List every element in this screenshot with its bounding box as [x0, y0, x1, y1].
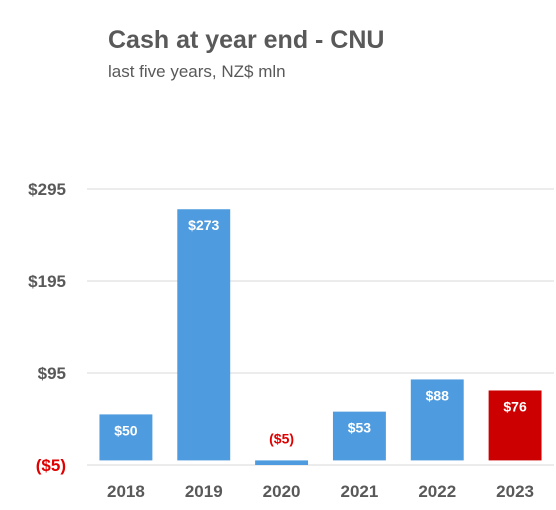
y-tick-label: $95	[38, 364, 66, 383]
data-label: $88	[426, 387, 450, 403]
bar-2020	[255, 460, 309, 465]
chart-subtitle: last five years, NZ$ mln	[108, 62, 286, 81]
y-tick-label: ($5)	[36, 456, 66, 475]
data-label: $76	[503, 398, 527, 414]
data-label: $50	[114, 422, 138, 438]
chart-title: Cash at year end - CNU	[108, 26, 385, 54]
x-tick-label: 2018	[107, 482, 145, 501]
x-tick-label: 2020	[263, 482, 301, 501]
x-tick-label: 2021	[341, 482, 379, 501]
bar-2018	[99, 414, 153, 461]
data-label: ($5)	[269, 430, 294, 446]
x-tick-label: 2022	[418, 482, 456, 501]
bar-2021	[332, 411, 386, 461]
bar-2019	[177, 209, 231, 461]
y-tick-label: $195	[28, 272, 66, 291]
data-label: $273	[188, 217, 219, 233]
x-tick-label: 2019	[185, 482, 223, 501]
bar-2023	[488, 390, 542, 461]
bar-2022	[410, 379, 464, 461]
y-tick-label: $295	[28, 180, 66, 199]
data-label: $53	[348, 420, 372, 436]
x-tick-label: 2023	[496, 482, 534, 501]
